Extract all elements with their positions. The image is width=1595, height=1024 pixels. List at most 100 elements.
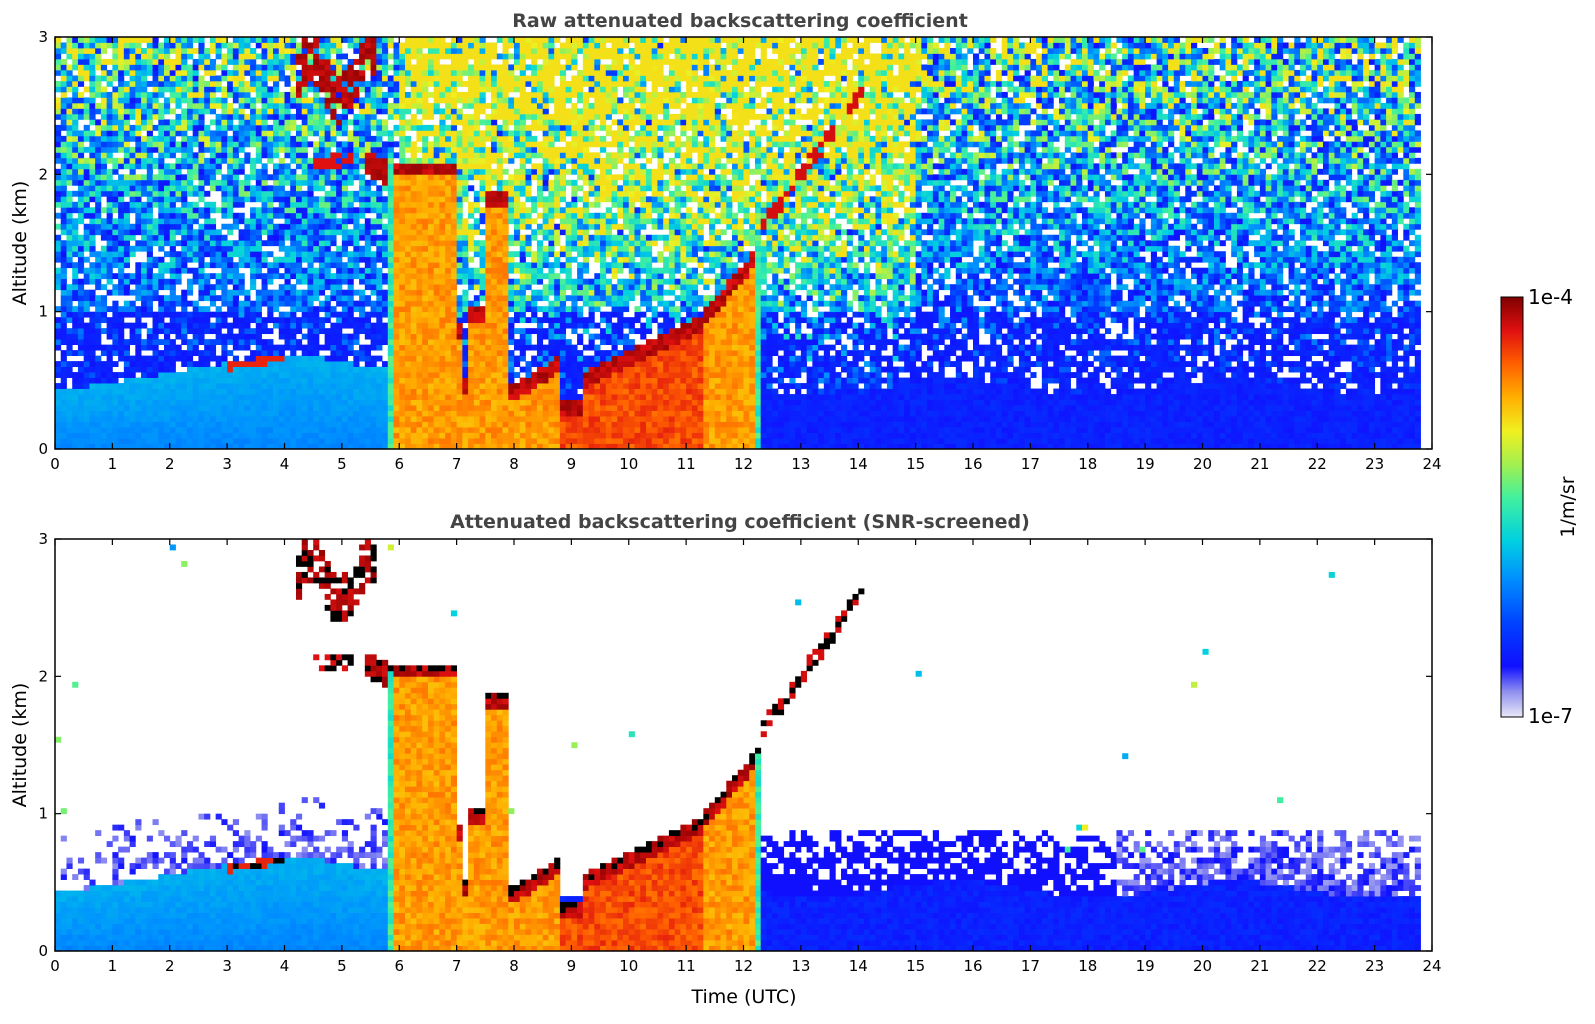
heatmap-cell bbox=[55, 114, 61, 120]
heatmap-cell bbox=[428, 405, 434, 411]
heatmap-cell bbox=[394, 378, 400, 384]
heatmap-cell bbox=[130, 185, 136, 191]
heatmap-cell bbox=[422, 229, 428, 235]
heatmap-cell bbox=[405, 196, 411, 202]
heatmap-cell bbox=[107, 427, 113, 433]
heatmap-cell bbox=[233, 42, 239, 48]
heatmap-cell bbox=[89, 279, 95, 285]
heatmap-cell bbox=[342, 306, 348, 312]
heatmap-cell bbox=[101, 422, 107, 428]
heatmap-cell bbox=[428, 427, 434, 433]
heatmap-cell bbox=[348, 64, 354, 70]
heatmap-cell bbox=[313, 290, 319, 296]
heatmap-cell bbox=[319, 229, 325, 235]
heatmap-cell bbox=[439, 207, 445, 213]
heatmap-cell bbox=[445, 411, 451, 417]
heatmap-cell bbox=[187, 37, 193, 43]
heatmap-cell bbox=[170, 345, 176, 351]
heatmap-cell bbox=[193, 130, 199, 136]
heatmap-cell bbox=[61, 86, 67, 92]
heatmap-cell bbox=[107, 92, 113, 98]
heatmap-cell bbox=[124, 240, 130, 246]
heatmap-cell bbox=[319, 42, 325, 48]
heatmap-cell bbox=[147, 251, 153, 257]
heatmap-cell bbox=[428, 295, 434, 301]
heatmap-cell bbox=[221, 114, 227, 120]
heatmap-cell bbox=[107, 251, 113, 257]
heatmap-cell bbox=[313, 180, 319, 186]
heatmap-cell bbox=[279, 400, 285, 406]
heatmap-cell bbox=[382, 290, 388, 296]
heatmap-cell bbox=[359, 356, 365, 362]
heatmap-cell bbox=[330, 48, 336, 54]
heatmap-cell bbox=[411, 158, 417, 164]
heatmap-cell bbox=[227, 125, 233, 131]
heatmap-cell bbox=[273, 257, 279, 263]
heatmap-cell bbox=[405, 191, 411, 197]
heatmap-cell bbox=[175, 422, 181, 428]
heatmap-cell bbox=[198, 174, 204, 180]
heatmap-cell bbox=[296, 125, 302, 131]
heatmap-cell bbox=[279, 158, 285, 164]
heatmap-cell bbox=[394, 301, 400, 307]
heatmap-cell bbox=[147, 213, 153, 219]
heatmap-cell bbox=[267, 422, 273, 428]
heatmap-cell bbox=[439, 312, 445, 318]
heatmap-cell bbox=[66, 53, 72, 59]
heatmap-cell bbox=[388, 213, 394, 219]
heatmap-cell bbox=[164, 224, 170, 230]
heatmap-cell bbox=[89, 350, 95, 356]
heatmap-cell bbox=[267, 86, 273, 92]
heatmap-cell bbox=[416, 108, 422, 114]
heatmap-cell bbox=[72, 295, 78, 301]
heatmap-cell bbox=[399, 185, 405, 191]
heatmap-cell bbox=[55, 180, 61, 186]
heatmap-cell bbox=[376, 317, 382, 323]
heatmap-cell bbox=[296, 42, 302, 48]
heatmap-cell bbox=[416, 207, 422, 213]
heatmap-cell bbox=[388, 103, 394, 109]
heatmap-cell bbox=[78, 350, 84, 356]
heatmap-cell bbox=[55, 37, 61, 43]
heatmap-cell bbox=[325, 103, 331, 109]
heatmap-cell bbox=[66, 224, 72, 230]
heatmap-cell bbox=[227, 163, 233, 169]
heatmap-cell bbox=[319, 81, 325, 87]
heatmap-cell bbox=[198, 323, 204, 329]
heatmap-cell bbox=[411, 92, 417, 98]
heatmap-cell bbox=[164, 405, 170, 411]
heatmap-cell bbox=[348, 37, 354, 43]
heatmap-cell bbox=[216, 389, 222, 395]
heatmap-cell bbox=[365, 207, 371, 213]
heatmap-cell bbox=[348, 422, 354, 428]
heatmap-cell bbox=[181, 147, 187, 153]
heatmap-cell bbox=[388, 163, 394, 169]
heatmap-cell bbox=[118, 158, 124, 164]
heatmap-cell bbox=[78, 191, 84, 197]
heatmap-cell bbox=[210, 383, 216, 389]
heatmap-cell bbox=[107, 367, 113, 373]
heatmap-cell bbox=[371, 383, 377, 389]
heatmap-cell bbox=[273, 86, 279, 92]
heatmap-cell bbox=[422, 163, 428, 169]
heatmap-cell bbox=[399, 218, 405, 224]
heatmap-cell bbox=[267, 229, 273, 235]
heatmap-cell bbox=[422, 422, 428, 428]
heatmap-cell bbox=[55, 339, 61, 345]
heatmap-cell bbox=[267, 295, 273, 301]
heatmap-cell bbox=[445, 185, 451, 191]
heatmap-cell bbox=[296, 323, 302, 329]
heatmap-cell bbox=[124, 70, 130, 76]
heatmap-cell bbox=[468, 81, 474, 87]
heatmap-cell bbox=[330, 218, 336, 224]
heatmap-cell bbox=[187, 152, 193, 158]
heatmap-cell bbox=[462, 427, 468, 433]
heatmap-cell bbox=[376, 70, 382, 76]
heatmap-cell bbox=[307, 279, 313, 285]
heatmap-cell bbox=[382, 64, 388, 70]
heatmap-cell bbox=[319, 114, 325, 120]
heatmap-cell bbox=[107, 97, 113, 103]
heatmap-cell bbox=[141, 290, 147, 296]
heatmap-cell bbox=[210, 400, 216, 406]
heatmap-cell bbox=[193, 334, 199, 340]
